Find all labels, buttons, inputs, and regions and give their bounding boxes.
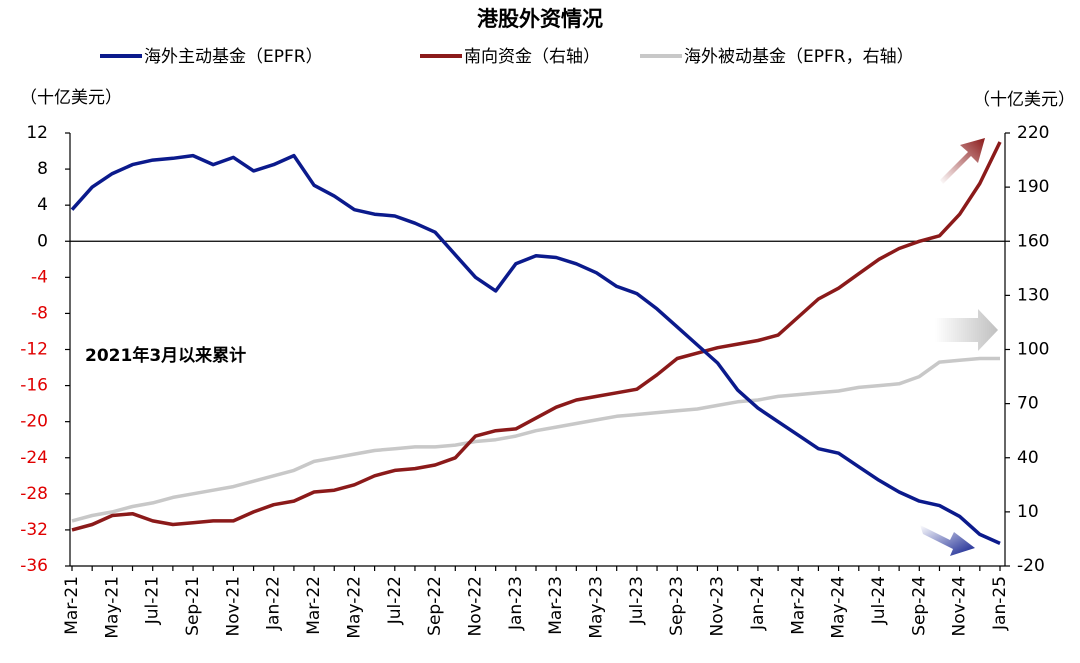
y-tick-label: -12 (20, 340, 48, 360)
y2-tick-label: -20 (1017, 556, 1045, 576)
y-axis-label: （十亿美元） (20, 88, 122, 108)
y2-tick-label: 70 (1017, 394, 1039, 414)
x-tick-label: Sep-22 (425, 576, 445, 636)
y2-tick-label: 40 (1017, 448, 1039, 468)
y-tick-label: -24 (20, 448, 48, 468)
legend-label: 海外被动基金（EPFR，右轴） (684, 47, 914, 67)
x-tick-label: Mar-22 (304, 576, 324, 635)
y-tick-label: -16 (20, 376, 48, 396)
x-tick-label: Jul-22 (385, 576, 405, 625)
y-tick-label: 12 (26, 123, 48, 143)
x-tick-label: Mar-23 (546, 576, 566, 635)
y2-tick-label: 160 (1017, 231, 1049, 251)
x-tick-label: Sep-24 (909, 576, 929, 636)
y2-tick-label: 130 (1017, 285, 1049, 305)
y2-axis-label: （十亿美元） (973, 90, 1075, 110)
y2-tick-label: 10 (1017, 502, 1039, 522)
x-tick-label: Jan-24 (748, 576, 768, 631)
series-line (70, 153, 1001, 545)
x-tick-label: Nov-21 (223, 576, 243, 637)
x-tick-label: Nov-24 (950, 576, 970, 637)
x-tick-label: May-22 (344, 576, 364, 639)
x-tick-label: Jan-25 (990, 576, 1010, 631)
x-tick-label: Sep-21 (183, 576, 203, 636)
y2-tick-label: 220 (1017, 123, 1049, 143)
y-tick-label: 4 (37, 195, 48, 215)
x-tick-label: Jan-22 (264, 576, 284, 631)
legend-label: 南向资金（右轴） (464, 47, 600, 67)
x-tick-label: Sep-23 (667, 576, 687, 636)
x-tick-label: Jul-24 (869, 576, 889, 625)
arrow (920, 525, 975, 556)
arrow (935, 309, 998, 351)
y2-tick-label: 100 (1017, 340, 1049, 360)
y-tick-label: -36 (20, 556, 48, 576)
x-tick-label: Jul-21 (143, 576, 163, 625)
arrow (940, 138, 985, 184)
annotation: 2021年3月以来累计 (85, 345, 246, 366)
y-tick-label: 8 (37, 159, 48, 179)
legend-label: 海外主动基金（EPFR） (144, 47, 323, 67)
y-tick-label: -8 (31, 303, 48, 323)
x-tick-label: May-23 (587, 576, 607, 639)
y-tick-label: -20 (20, 412, 48, 432)
series-line (71, 356, 1000, 523)
x-tick-label: May-24 (829, 576, 849, 639)
chart-title: 港股外资情况 (477, 7, 603, 31)
y-tick-label: -4 (31, 267, 48, 287)
x-tick-label: May-21 (102, 576, 122, 639)
y-tick-label: -32 (20, 520, 48, 540)
y2-tick-label: 190 (1017, 177, 1049, 197)
x-tick-label: Nov-23 (708, 576, 728, 637)
x-tick-label: Mar-21 (62, 576, 82, 635)
x-tick-label: Jan-23 (506, 576, 526, 631)
y-tick-label: 0 (37, 231, 48, 251)
x-tick-label: Nov-22 (465, 576, 485, 637)
series-line (71, 141, 1002, 532)
x-tick-label: Jul-23 (627, 576, 647, 625)
x-tick-label: Mar-24 (788, 576, 808, 635)
y-tick-label: -28 (20, 484, 48, 504)
